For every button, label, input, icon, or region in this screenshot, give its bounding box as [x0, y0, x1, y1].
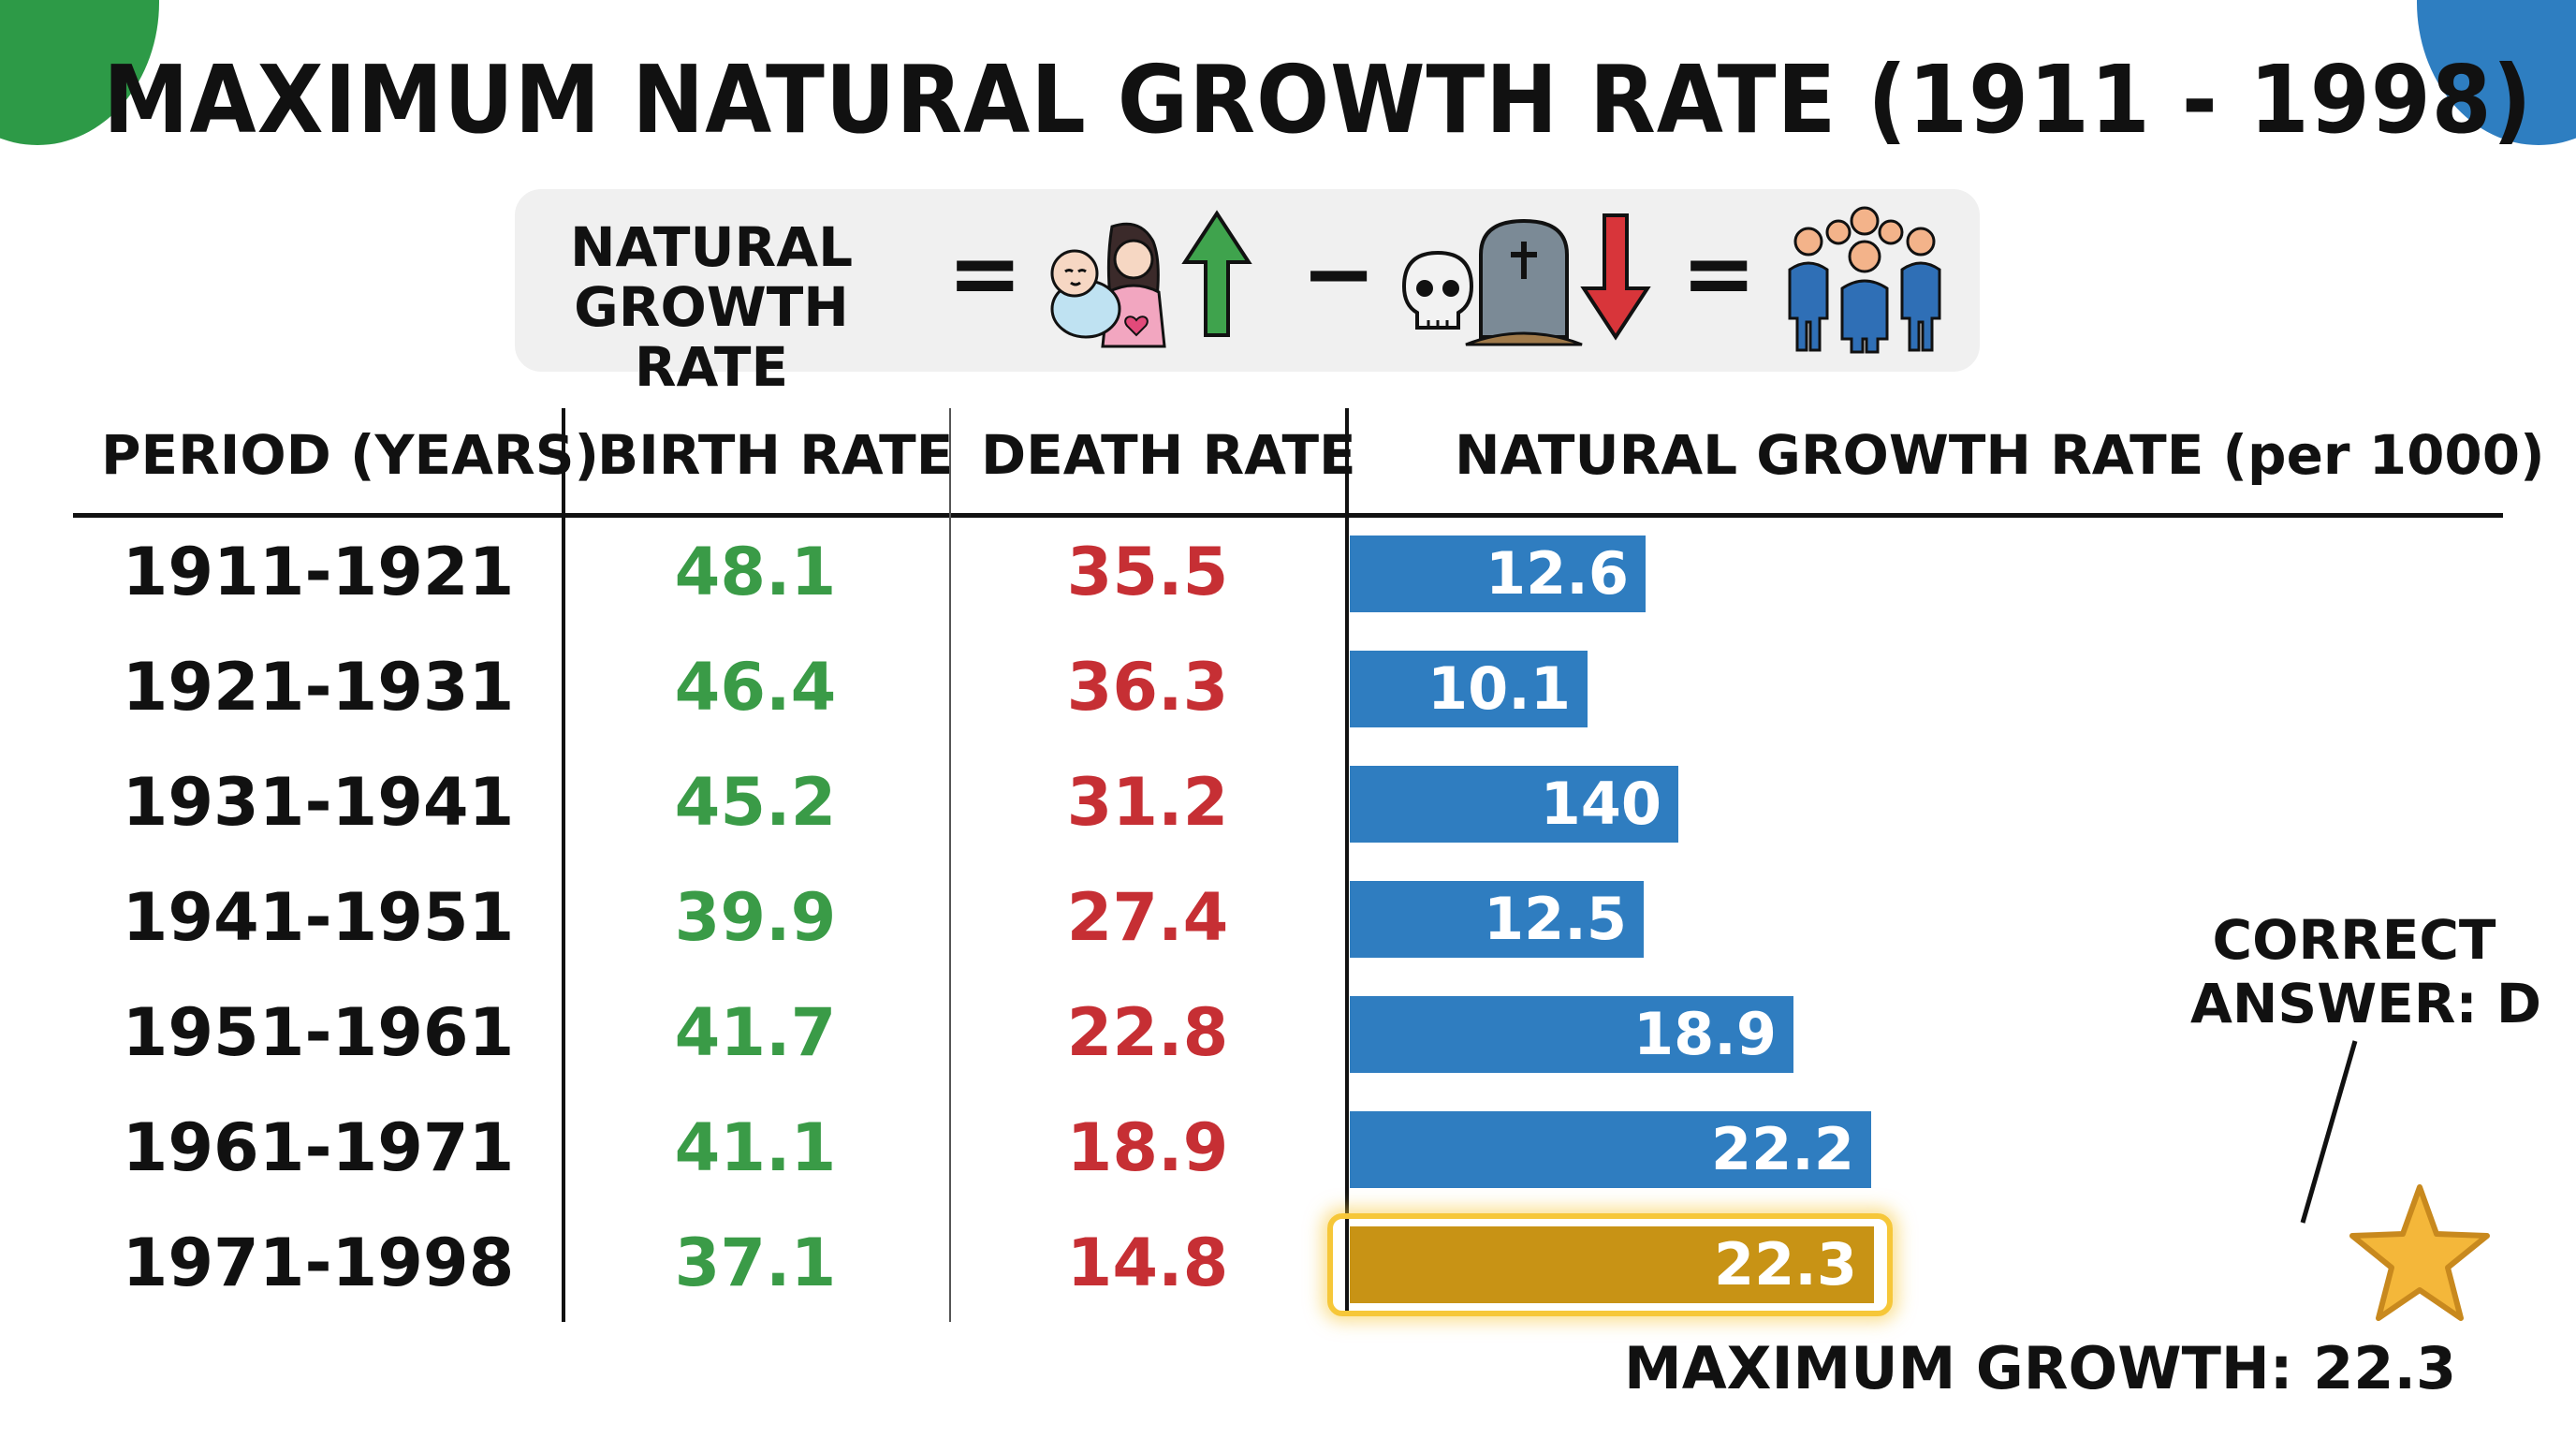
birth-rate-cell: 45.2	[674, 764, 837, 841]
death-rate-cell: 18.9	[1066, 1109, 1229, 1186]
growth-bar-label: 12.5	[1484, 885, 1627, 953]
growth-bar-label: 22.3	[1714, 1230, 1857, 1299]
birth-rate-cell: 41.1	[674, 1109, 837, 1186]
skull-gravestone-icon	[1401, 218, 1583, 346]
growth-bar: 140	[1350, 766, 1678, 843]
arrow-up-icon	[1181, 210, 1252, 337]
equals-sign: =	[947, 221, 1023, 326]
header-growth-rate: NATURAL GROWTH RATE (per 1000)	[1455, 423, 2545, 487]
period-cell: 1911-1921	[122, 534, 515, 610]
death-rate-cell: 35.5	[1066, 534, 1229, 610]
minus-sign: −	[1301, 221, 1377, 326]
star-icon	[2349, 1184, 2490, 1321]
death-rate-cell: 36.3	[1066, 649, 1229, 726]
formula-label-line1: NATURAL	[569, 215, 854, 279]
formula-label: NATURAL GROWTH RATE	[552, 217, 871, 397]
growth-bar: 10.1	[1350, 651, 1588, 727]
death-rate-cell: 27.4	[1066, 879, 1229, 956]
period-cell: 1961-1971	[122, 1109, 515, 1186]
birth-rate-cell: 39.9	[674, 879, 837, 956]
birth-rate-cell: 41.7	[674, 994, 837, 1071]
equals-sign-2: =	[1681, 221, 1757, 326]
death-rate-cell: 14.8	[1066, 1225, 1229, 1301]
growth-bar-label: 12.6	[1486, 539, 1629, 608]
baby-mother-icon	[1050, 222, 1166, 348]
growth-bar: 12.6	[1350, 536, 1646, 612]
header-period: PERIOD (YEARS)	[101, 423, 599, 487]
birth-rate-cell: 48.1	[674, 534, 837, 610]
column-divider-1	[562, 408, 565, 1322]
growth-bar-label: 140	[1540, 770, 1661, 838]
formula-label-line2: GROWTH RATE	[574, 275, 849, 399]
death-rate-cell: 22.8	[1066, 994, 1229, 1071]
answer-line1: CORRECT	[2212, 908, 2496, 972]
header-birth-rate: BIRTH RATE	[597, 423, 954, 487]
period-cell: 1921-1931	[122, 649, 515, 726]
correct-answer-callout: CORRECT ANSWER: D	[2190, 908, 2541, 1035]
column-divider-2	[949, 408, 951, 1322]
period-cell: 1971-1998	[122, 1225, 515, 1301]
column-divider-3	[1345, 408, 1349, 1316]
growth-bar-label: 10.1	[1427, 654, 1571, 723]
maximum-growth-label: MAXIMUM GROWTH: 22.3	[1624, 1334, 2457, 1402]
growth-bar: 22.3	[1350, 1226, 1874, 1303]
answer-pointer-line	[2300, 1040, 2358, 1224]
header-death-rate: DEATH RATE	[981, 423, 1356, 487]
growth-bar-label: 22.2	[1711, 1115, 1854, 1183]
highlight-frame	[1327, 1213, 1893, 1316]
period-cell: 1951-1961	[122, 994, 515, 1071]
death-rate-cell: 31.2	[1066, 764, 1229, 841]
birth-rate-cell: 37.1	[674, 1225, 837, 1301]
population-group-icon	[1788, 206, 1941, 354]
period-cell: 1941-1951	[122, 879, 515, 956]
growth-bar-label: 18.9	[1633, 1000, 1777, 1068]
answer-line2: ANSWER: D	[2190, 972, 2541, 1035]
formula-banner: NATURAL GROWTH RATE = − =	[515, 189, 1980, 397]
growth-bar: 18.9	[1350, 996, 1793, 1073]
growth-bar: 22.2	[1350, 1111, 1871, 1188]
arrow-down-icon	[1580, 213, 1651, 341]
period-cell: 1931-1941	[122, 764, 515, 841]
growth-bar: 12.5	[1350, 881, 1644, 958]
chart-title: MAXIMUM NATURAL GROWTH RATE (1911 - 1998…	[103, 45, 2533, 154]
header-divider	[73, 513, 2503, 518]
birth-rate-cell: 46.4	[674, 649, 837, 726]
